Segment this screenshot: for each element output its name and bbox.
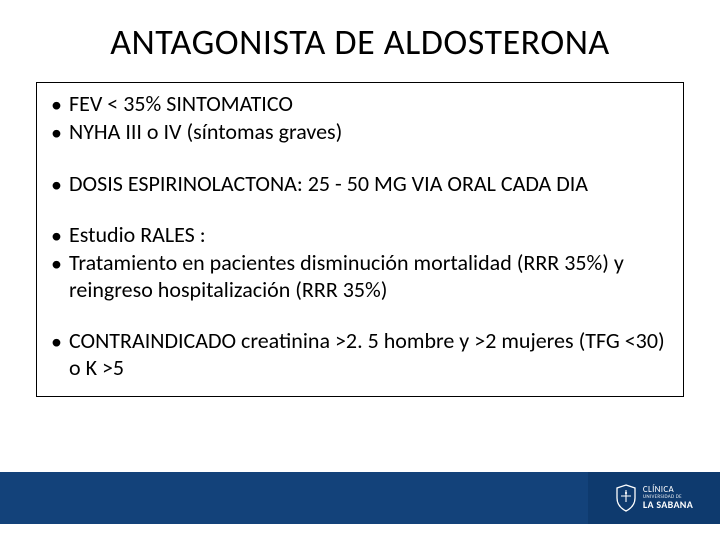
- bullet-icon: •: [51, 171, 69, 199]
- bullet-text: DOSIS ESPIRINOLACTONA: 25 - 50 MG VIA OR…: [69, 171, 675, 198]
- bullet-text: NYHA III o IV (síntomas graves): [69, 119, 675, 146]
- slide: ANTAGONISTA DE ALDOSTERONA • FEV < 35% S…: [0, 0, 720, 540]
- list-item: • CONTRAINDICADO creatinina >2. 5 hombre…: [37, 328, 675, 382]
- bullet-text: FEV < 35% SINTOMATICO: [69, 91, 675, 118]
- footer-bar-left: [0, 472, 588, 524]
- footer-logo-area: CLÍNICA UNIVERSIDAD DE LA SABANA: [588, 472, 720, 524]
- bullet-icon: •: [51, 328, 69, 356]
- bullet-group: • CONTRAINDICADO creatinina >2. 5 hombre…: [37, 328, 675, 382]
- logo-line-3: LA SABANA: [643, 500, 693, 511]
- bullet-group: • Estudio RALES : • Tratamiento en pacie…: [37, 222, 675, 303]
- content-box: • FEV < 35% SINTOMATICO • NYHA III o IV …: [36, 82, 684, 397]
- list-item: • Estudio RALES :: [37, 222, 675, 250]
- bullet-text: CONTRAINDICADO creatinina >2. 5 hombre y…: [69, 328, 675, 382]
- bullet-text: Tratamiento en pacientes disminución mor…: [69, 250, 675, 304]
- list-item: • FEV < 35% SINTOMATICO: [37, 91, 675, 119]
- footer-bar: CLÍNICA UNIVERSIDAD DE LA SABANA: [0, 472, 720, 524]
- list-item: • Tratamiento en pacientes disminución m…: [37, 250, 675, 304]
- slide-title: ANTAGONISTA DE ALDOSTERONA: [0, 0, 720, 74]
- bullet-group: • DOSIS ESPIRINOLACTONA: 25 - 50 MG VIA …: [37, 171, 675, 199]
- bullet-text: Estudio RALES :: [69, 222, 675, 249]
- logo-text: CLÍNICA UNIVERSIDAD DE LA SABANA: [643, 485, 693, 510]
- list-item: • DOSIS ESPIRINOLACTONA: 25 - 50 MG VIA …: [37, 171, 675, 199]
- bullet-icon: •: [51, 119, 69, 147]
- logo-line-2: UNIVERSIDAD DE: [643, 495, 693, 500]
- shield-icon: [615, 484, 637, 512]
- bullet-icon: •: [51, 91, 69, 119]
- bullet-group: • FEV < 35% SINTOMATICO • NYHA III o IV …: [37, 91, 675, 147]
- bullet-icon: •: [51, 222, 69, 250]
- list-item: • NYHA III o IV (síntomas graves): [37, 119, 675, 147]
- logo: CLÍNICA UNIVERSIDAD DE LA SABANA: [615, 484, 693, 512]
- bullet-icon: •: [51, 250, 69, 278]
